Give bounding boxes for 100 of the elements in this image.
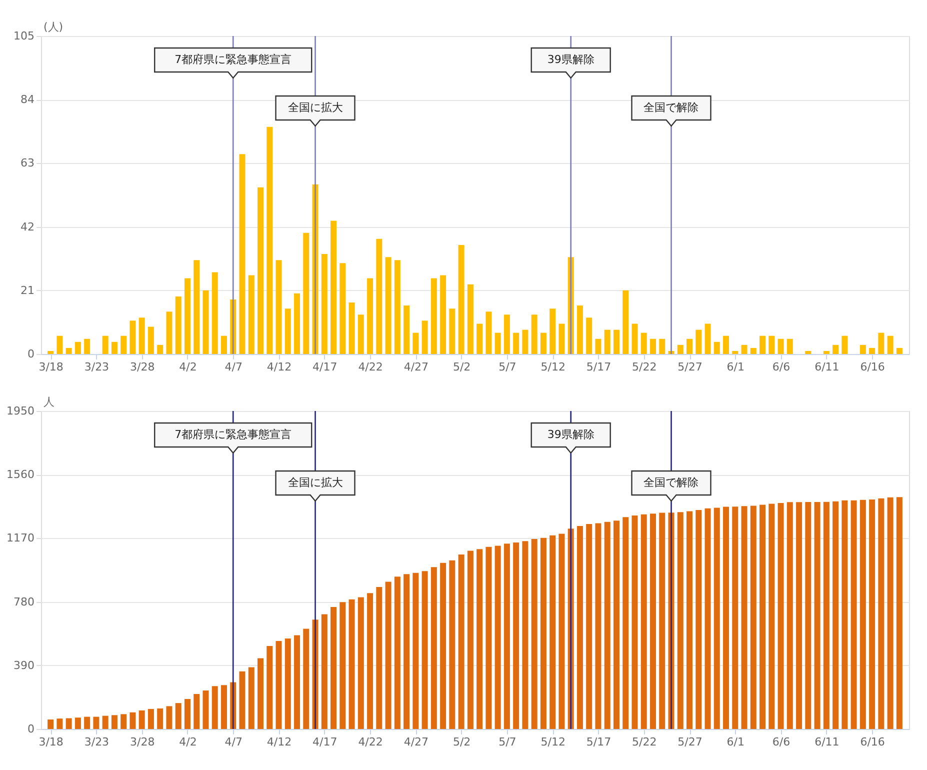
bar bbox=[677, 512, 684, 729]
x-tick-label: 5/27 bbox=[678, 736, 702, 748]
bar bbox=[120, 336, 127, 354]
bar bbox=[558, 324, 565, 354]
x-tick-label: 3/23 bbox=[84, 360, 110, 374]
bar bbox=[494, 546, 501, 729]
ref-line-label: 全国で解除 bbox=[644, 476, 699, 489]
x-tick-label: 5/22 bbox=[632, 736, 657, 748]
x-tick-label: 4/22 bbox=[358, 360, 383, 374]
bar bbox=[248, 275, 254, 354]
x-tick-label: 5/2 bbox=[452, 736, 471, 748]
bar bbox=[696, 330, 702, 354]
bar bbox=[184, 278, 190, 354]
bar bbox=[294, 293, 300, 354]
x-tick-label: 5/27 bbox=[678, 360, 702, 374]
bar bbox=[148, 708, 154, 729]
x-tick-label: 6/16 bbox=[860, 360, 885, 374]
bar bbox=[723, 506, 730, 729]
bar bbox=[550, 308, 556, 354]
bar bbox=[56, 718, 63, 729]
bar bbox=[869, 348, 876, 354]
bar bbox=[531, 314, 538, 354]
bar bbox=[887, 497, 894, 729]
bar bbox=[650, 338, 656, 354]
bar bbox=[66, 348, 72, 354]
bar bbox=[513, 332, 520, 354]
bar bbox=[540, 538, 546, 729]
bar bbox=[102, 336, 108, 354]
x-tick-label: 4/12 bbox=[266, 360, 292, 374]
bar bbox=[220, 336, 227, 354]
bar bbox=[358, 597, 364, 729]
bar bbox=[704, 508, 711, 729]
bar bbox=[558, 534, 565, 729]
bar bbox=[586, 524, 592, 729]
y-tick-label: 84 bbox=[20, 93, 34, 106]
x-tick-label: 5/7 bbox=[498, 736, 516, 748]
bar bbox=[248, 667, 254, 729]
y-axis-title: (人) bbox=[44, 20, 64, 34]
bar bbox=[741, 344, 748, 354]
bar bbox=[778, 338, 784, 354]
bar bbox=[659, 512, 666, 729]
bar bbox=[321, 614, 328, 729]
x-tick-label: 6/6 bbox=[772, 360, 790, 374]
ref-line-label: 39県解除 bbox=[547, 428, 594, 441]
bar bbox=[138, 318, 145, 354]
bar bbox=[148, 326, 154, 354]
bar bbox=[632, 516, 638, 729]
bar bbox=[449, 560, 456, 729]
bar bbox=[576, 306, 583, 354]
bar bbox=[714, 508, 720, 729]
ref-line-label: 全国に拡大 bbox=[288, 101, 343, 114]
bar bbox=[321, 254, 328, 354]
bar bbox=[93, 716, 100, 729]
bar bbox=[102, 716, 108, 729]
bar bbox=[842, 500, 848, 729]
bar bbox=[860, 500, 866, 729]
ref-line-label: 39県解除 bbox=[547, 53, 594, 66]
bar bbox=[348, 599, 355, 729]
x-tick-label: 4/22 bbox=[358, 736, 383, 748]
bar bbox=[878, 498, 884, 729]
bar bbox=[732, 506, 738, 729]
bar bbox=[504, 314, 510, 354]
y-tick-label: 1560 bbox=[6, 468, 34, 482]
x-tick-label: 6/6 bbox=[772, 736, 790, 748]
x-tick-label: 4/27 bbox=[404, 736, 429, 748]
x-tick-label: 3/28 bbox=[130, 360, 155, 374]
bar bbox=[741, 506, 748, 729]
bar bbox=[120, 714, 127, 729]
bar bbox=[340, 263, 346, 354]
bar bbox=[604, 330, 610, 354]
bar bbox=[768, 336, 775, 354]
bar bbox=[220, 685, 227, 729]
bar bbox=[650, 514, 656, 729]
bar bbox=[622, 517, 629, 729]
bar bbox=[613, 330, 620, 354]
bar bbox=[595, 523, 602, 729]
bar bbox=[175, 703, 182, 729]
y-tick-label: 105 bbox=[14, 30, 34, 42]
bar bbox=[467, 550, 474, 729]
x-tick-label: 3/18 bbox=[38, 736, 64, 748]
bar bbox=[467, 284, 474, 354]
y-tick-label: 780 bbox=[14, 595, 34, 608]
bar bbox=[476, 324, 483, 354]
bar bbox=[486, 546, 492, 729]
bar bbox=[385, 257, 392, 354]
bar bbox=[404, 306, 410, 354]
bar bbox=[458, 554, 464, 729]
x-tick-label: 6/1 bbox=[726, 360, 744, 374]
bar bbox=[166, 706, 172, 729]
bar bbox=[805, 502, 812, 729]
bar bbox=[823, 350, 830, 354]
x-tick-label: 5/12 bbox=[540, 736, 566, 748]
bar bbox=[778, 502, 784, 729]
bar bbox=[622, 290, 629, 354]
x-tick-label: 4/27 bbox=[404, 360, 429, 374]
bar bbox=[531, 539, 538, 729]
bar bbox=[640, 514, 647, 729]
bar bbox=[48, 350, 54, 354]
bar bbox=[522, 541, 528, 729]
bar bbox=[832, 344, 839, 354]
